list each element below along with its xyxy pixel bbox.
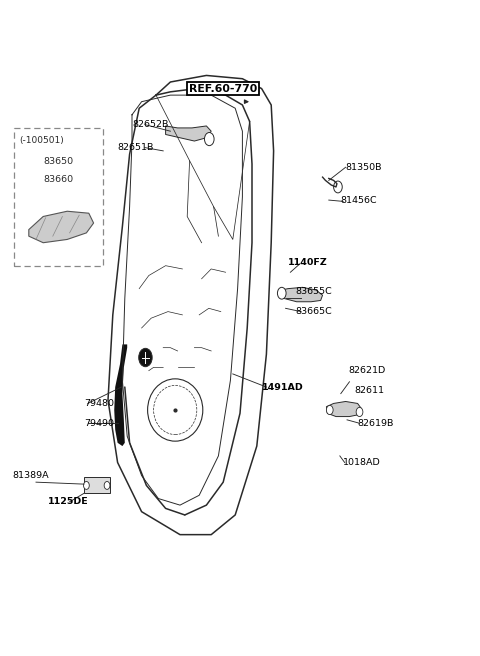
Text: 83660: 83660: [44, 175, 74, 184]
Polygon shape: [114, 344, 127, 446]
Bar: [84, 477, 110, 493]
Text: REF.60-770: REF.60-770: [189, 83, 257, 94]
Text: 1125DE: 1125DE: [48, 497, 89, 506]
Polygon shape: [278, 287, 323, 302]
Text: 81389A: 81389A: [12, 471, 48, 480]
Text: 81456C: 81456C: [341, 195, 377, 205]
Text: 1140FZ: 1140FZ: [288, 258, 328, 267]
Text: 79480: 79480: [84, 399, 114, 408]
Circle shape: [139, 348, 152, 367]
Circle shape: [356, 407, 363, 417]
Text: 83650: 83650: [44, 157, 74, 167]
Circle shape: [84, 482, 89, 489]
Circle shape: [326, 405, 333, 415]
Text: 82652B: 82652B: [132, 120, 168, 129]
Text: 82611: 82611: [354, 386, 384, 395]
Polygon shape: [326, 401, 361, 417]
Text: 79490: 79490: [84, 419, 114, 428]
Text: 1491AD: 1491AD: [262, 382, 303, 392]
Text: 82651B: 82651B: [118, 143, 154, 152]
Text: 83655C: 83655C: [295, 287, 332, 297]
Circle shape: [104, 482, 110, 489]
Polygon shape: [29, 211, 94, 243]
Circle shape: [204, 133, 214, 146]
Text: (-100501): (-100501): [19, 136, 64, 145]
Text: 83665C: 83665C: [295, 307, 332, 316]
Polygon shape: [166, 126, 211, 141]
Text: 82621D: 82621D: [348, 366, 385, 375]
Circle shape: [277, 287, 286, 299]
Circle shape: [334, 181, 342, 193]
Text: 81350B: 81350B: [346, 163, 382, 172]
Text: 1018AD: 1018AD: [343, 458, 381, 467]
Text: 82619B: 82619B: [358, 419, 394, 428]
